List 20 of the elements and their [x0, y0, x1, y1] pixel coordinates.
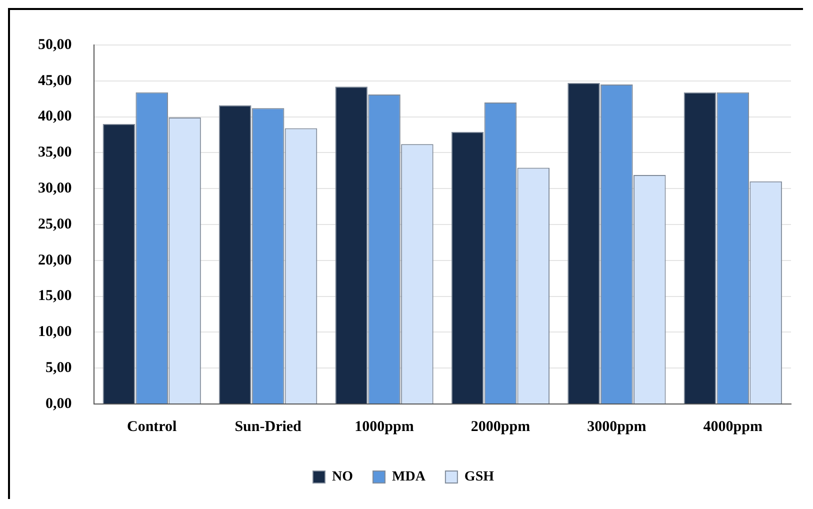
x-tick-label: 4000ppm [703, 418, 763, 435]
y-tick-label: 35,00 [38, 144, 72, 161]
x-tick-label: 1000ppm [354, 418, 414, 435]
y-tick-label: 25,00 [38, 216, 72, 232]
y-tick-label: 0,00 [46, 396, 72, 412]
x-tick-label: Control [126, 418, 177, 435]
y-tick-label: 40,00 [38, 108, 72, 125]
y-tick-label: 5,00 [46, 360, 72, 376]
x-tick-label: 3000ppm [587, 418, 647, 435]
x-tick-label: 2000ppm [470, 418, 531, 435]
y-tick-label: 45,00 [38, 72, 72, 89]
legend-label: MDA [392, 470, 426, 485]
y-tick-label: 50,00 [38, 36, 72, 53]
legend-label: GSH [464, 470, 494, 485]
y-tick-label: 20,00 [38, 252, 72, 268]
y-tick-label: 15,00 [38, 288, 72, 304]
y-tick-label: 10,00 [38, 324, 72, 340]
y-tick-label: 30,00 [38, 180, 72, 196]
x-tick-label: Sun-Dried [234, 418, 302, 435]
legend-label: NO [332, 470, 354, 485]
